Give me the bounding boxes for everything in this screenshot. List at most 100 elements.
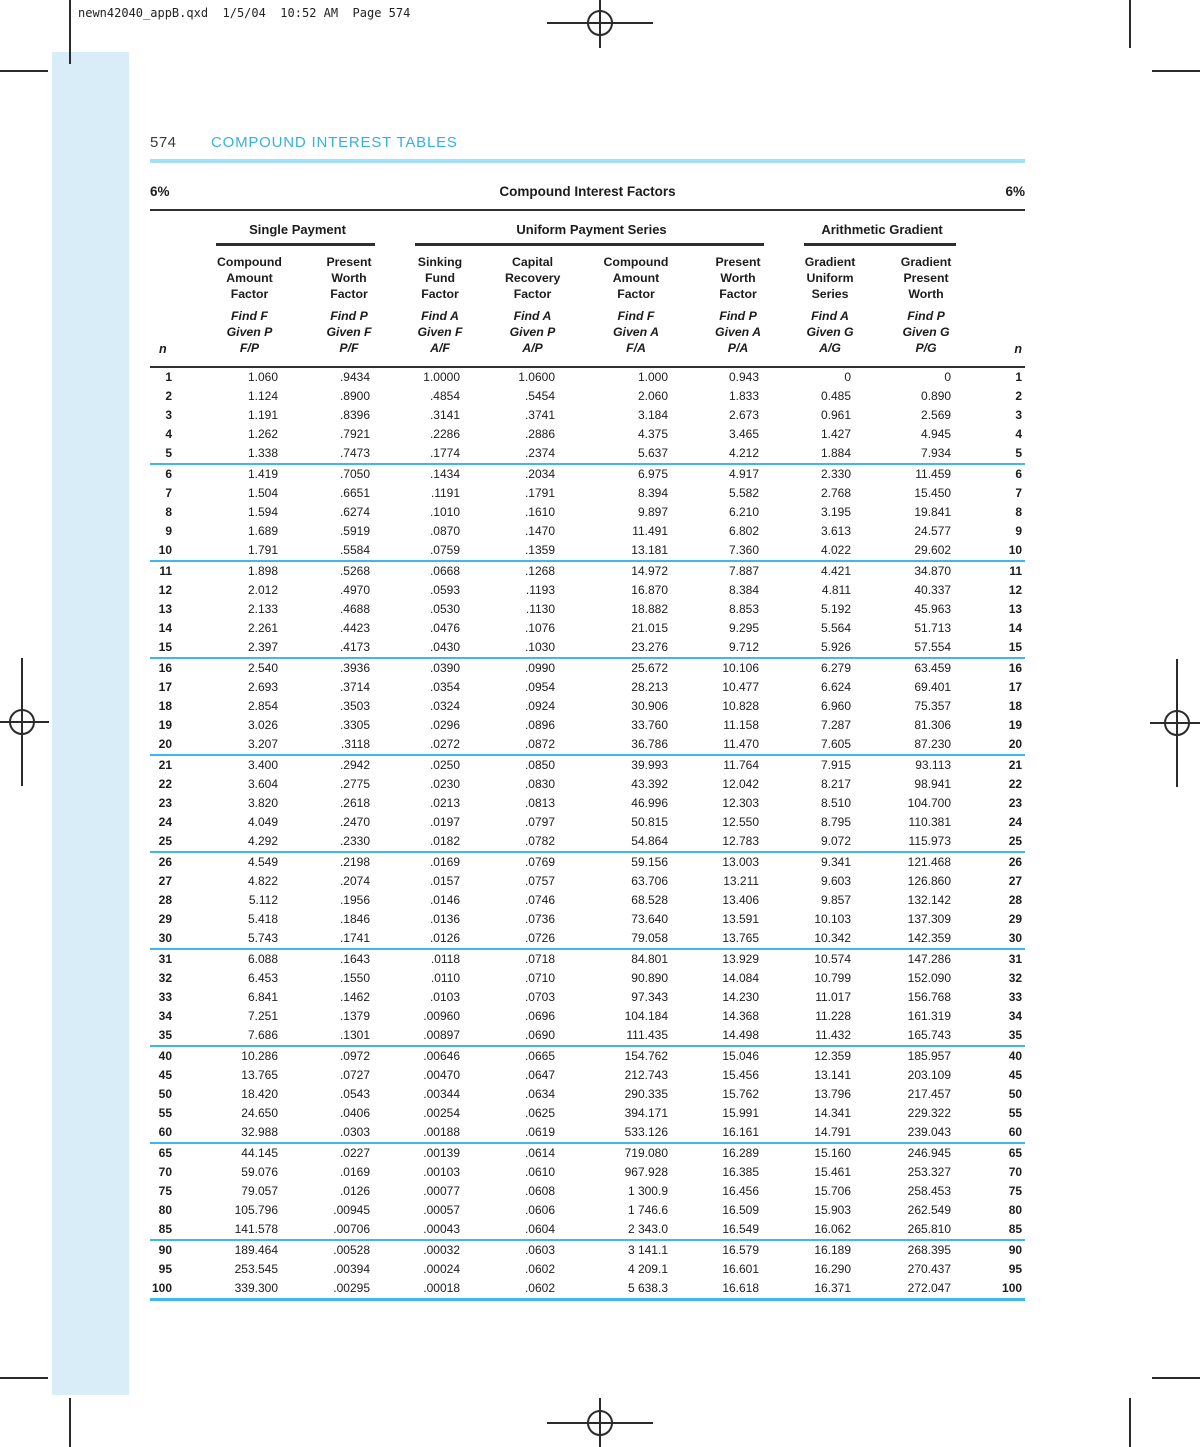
value-cell: .1301 [283, 1026, 375, 1047]
value-cell: .9434 [339, 370, 370, 384]
value-cell: .3503 [339, 699, 370, 713]
value-cell: 63.706 [631, 874, 668, 888]
value-cell: 6.210 [729, 505, 760, 519]
value-cell: .0972 [339, 1049, 370, 1063]
value-cell: 18.420 [241, 1087, 278, 1101]
value-cell: 9.341 [821, 855, 852, 869]
value-cell: 253.327 [907, 1165, 952, 1179]
value-cell: .0736 [524, 912, 555, 926]
value-cell: 69.401 [914, 680, 952, 694]
notation-line: A/G [819, 341, 841, 355]
value-cell: 3.465 [729, 427, 760, 441]
value-cell: 19.841 [914, 505, 952, 519]
n-cell: 7 [165, 486, 172, 500]
value-cell: .0324 [429, 699, 460, 713]
value-cell: .4854 [429, 389, 460, 403]
value-cell: 39.993 [631, 758, 668, 772]
value-cell: 13.141 [814, 1068, 852, 1082]
value-cell: 25.672 [631, 661, 668, 675]
value-cell: .0118 [430, 952, 460, 966]
table-row: 60 32.988.0303.00188.0619 533.126 16.161 14.… [150, 1123, 1026, 1144]
value-cell: .0782 [465, 832, 560, 853]
row-group-3: 16 2.540 .3936 .0390 .0990 25.672 10.106 6.279 6… [150, 658, 1026, 756]
notation-line: Given G [806, 325, 854, 339]
table-row: 34 7.251 .1379 .00960 .0696 104.184 14.368 11.2… [150, 1007, 1025, 1026]
value-cell: 5.112 [248, 893, 278, 907]
value-cell: 98.941 [914, 777, 952, 791]
value-cell: .2034 [524, 467, 555, 481]
value-cell: .00024 [423, 1262, 460, 1276]
value-cell: .0610 [524, 1165, 555, 1179]
registration-circle [587, 1410, 613, 1436]
n-cell: 30 [150, 929, 176, 950]
value-cell: 15.706 [814, 1184, 852, 1198]
value-cell: 258.453 [907, 1184, 952, 1198]
value-cell: .00646 [423, 1049, 460, 1063]
value-cell: .0924 [524, 699, 555, 713]
table-row: 95 253.545 .00394 .00024 .0602 4 209.1 16.601 1… [150, 1260, 1025, 1279]
table-row: 25 4.292.2330.0182.0782 54.864 12.783 9.072 1… [150, 832, 1026, 853]
value-cell: 2.012 [247, 583, 278, 597]
crop-mark-bottom-right-v [1129, 1398, 1131, 1447]
value-cell: .0703 [524, 990, 555, 1004]
value-cell: .0126 [375, 929, 465, 950]
value-cell: 16.290 [814, 1262, 852, 1276]
n-cell-right: 11 [1009, 564, 1023, 578]
value-cell: .4970 [339, 583, 370, 597]
column-notation-3: Find A Given P A/P [465, 302, 560, 368]
value-cell: .1268 [524, 564, 555, 578]
table-row: 2 1.124 .8900 .4854 .5454 2.060 1.833 0.485 0.89… [150, 387, 1025, 406]
column-notation-0: Find F Given P F/P [176, 302, 283, 368]
value-cell: .2775 [339, 777, 370, 791]
value-cell: .0665 [524, 1049, 555, 1063]
group-rule [415, 243, 765, 246]
n-cell: 24 [158, 815, 172, 829]
value-cell: 57.554 [856, 638, 957, 659]
value-cell: 10.799 [814, 971, 852, 985]
value-cell: 13.181 [560, 541, 672, 562]
value-cell: .0797 [524, 815, 555, 829]
value-cell: 79.058 [560, 929, 672, 950]
value-cell: 81.306 [914, 718, 952, 732]
notation-line: P/A [727, 341, 749, 355]
value-cell: 7.887 [729, 564, 760, 578]
value-cell: .2618 [339, 796, 370, 810]
n-cell: 13 [158, 602, 172, 616]
value-cell: 5.564 [821, 621, 852, 635]
registration-circle [9, 709, 35, 735]
n-cell: 6 [165, 467, 172, 481]
value-cell: 1.060 [247, 370, 278, 384]
notation-line: F/A [626, 341, 646, 355]
n-cell-right: 50 [1008, 1087, 1023, 1101]
n-cell-right: 8 [1015, 505, 1023, 519]
notation-line: A/P [522, 341, 543, 355]
value-cell: .00528 [333, 1243, 370, 1257]
value-cell: 7.360 [672, 541, 765, 562]
value-cell: 6.088 [247, 952, 278, 966]
value-cell: .0872 [465, 735, 560, 756]
value-cell: .0647 [524, 1068, 555, 1082]
value-cell: .0830 [524, 777, 555, 791]
n-cell: 40 [158, 1049, 172, 1063]
column-name-line: Present [715, 255, 761, 269]
table-row: 13 2.133 .4688 .0530 .1130 18.882 8.853 5.192 45… [150, 600, 1025, 619]
value-cell: 9.295 [729, 621, 760, 635]
row-group-4: 21 3.400 .2942 .0250 .0850 39.993 11.764 7.915 9… [150, 755, 1026, 853]
value-cell: 3.613 [821, 524, 852, 538]
value-cell: .0813 [524, 796, 555, 810]
value-cell: 9.857 [821, 893, 852, 907]
table-row: 3 1.191 .8396 .3141 .3741 3.184 2.673 0.961 2.56… [150, 406, 1025, 425]
value-cell: .0896 [524, 718, 555, 732]
rate-left: 6% [150, 184, 170, 199]
value-cell: 104.700 [907, 796, 952, 810]
value-cell: 1.124 [247, 389, 278, 403]
value-cell: 16.456 [722, 1184, 760, 1198]
group-label: Single Payment [249, 222, 346, 237]
table-row: 4 1.262 .7921 .2286 .2886 4.375 3.465 1.427 4.94… [150, 425, 1025, 444]
n-cell-right: 90 [1008, 1243, 1023, 1257]
table-row: 7 1.504 .6651 .1191 .1791 8.394 5.582 2.768 15.4… [150, 484, 1025, 503]
n-cell: 35 [150, 1026, 176, 1047]
n-cell-right: 31 [1008, 952, 1023, 966]
value-cell: 1.884 [764, 444, 857, 465]
value-cell: .2198 [339, 855, 370, 869]
